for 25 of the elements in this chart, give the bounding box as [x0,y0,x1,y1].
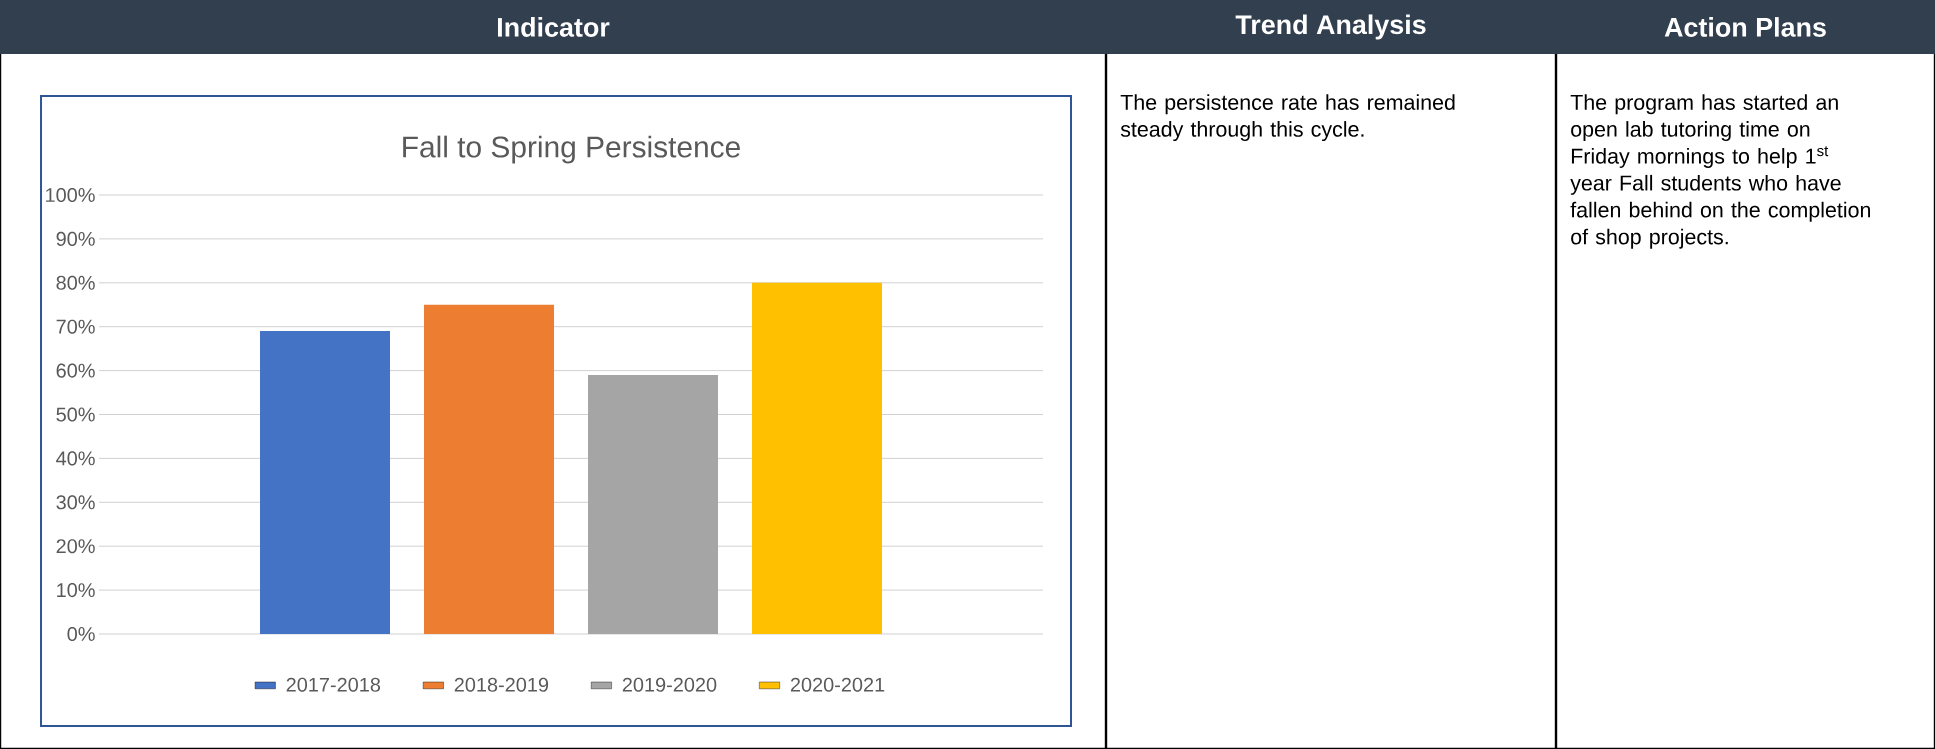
y-tick-label: 80% [56,275,95,290]
text: The program has started an open lab tutoring time on Friday mornings to help 1$^{st}$ year Fall students who have fallen behind on the completion of shop projects. [1570,94,1871,249]
y-tick-label: 30% [56,495,95,510]
y-tick-label: 40% [56,451,95,466]
text: The persistence rate has remained steady through this cycle. [1120,94,1455,142]
y-tick-label: 100% [46,187,95,203]
legend-label: 2018-2019 [454,677,549,692]
chart-title: Fall to Spring Persistence [403,135,740,164]
text: Indicator [498,17,610,37]
legend-label: 2020-2021 [790,677,885,692]
y-tick-label: 90% [56,231,95,246]
y-tick-label: 10% [57,583,95,598]
y-tick-label: 50% [56,407,95,422]
y-tick-label: 60% [56,363,95,378]
legend-label: 2019-2020 [622,677,717,692]
bar [260,331,391,634]
text: Trend Analysis [1235,14,1426,40]
legend-label: 2017-2018 [286,677,381,692]
y-tick-label: 0% [67,626,95,642]
y-tick-label: 20% [56,539,95,554]
bar [588,374,719,634]
y-tick-label: 70% [56,319,95,334]
text: Action Plans [1664,17,1826,37]
bar [424,304,555,634]
bar [752,282,883,634]
